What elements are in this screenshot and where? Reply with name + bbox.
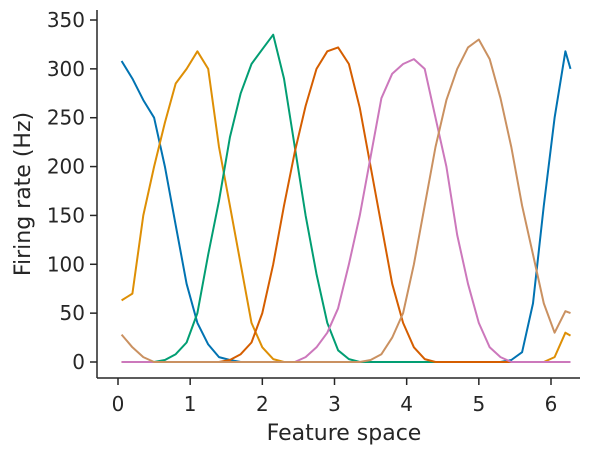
y-tick-label: 50 (60, 301, 85, 325)
y-tick-label: 150 (47, 203, 85, 227)
y-axis-ticks: 0 50 100 150 200 250 300 350 (47, 8, 97, 374)
y-tick-label: 200 (47, 155, 85, 179)
series-line-1 (120, 50, 572, 363)
series-line-5 (121, 58, 571, 363)
x-axis-label: Feature space (267, 421, 422, 446)
x-axis-ticks: 0 1 2 3 4 5 6 (112, 378, 558, 416)
x-tick-label: 4 (400, 392, 413, 416)
y-tick-label: 100 (47, 252, 85, 276)
series-layer (120, 33, 572, 363)
series-line-3 (121, 33, 571, 363)
y-tick-label: 250 (47, 106, 85, 130)
y-tick-label: 300 (47, 57, 85, 81)
y-tick-label: 350 (47, 8, 85, 32)
y-tick-label: 0 (72, 350, 85, 374)
y-axis-label: Firing rate (Hz) (11, 112, 36, 276)
x-tick-label: 0 (112, 392, 125, 416)
x-tick-label: 3 (328, 392, 341, 416)
series-line-6 (120, 38, 571, 363)
series-line-4 (121, 46, 571, 363)
x-tick-label: 2 (256, 392, 269, 416)
series-line-2 (121, 50, 571, 363)
x-tick-label: 1 (184, 392, 197, 416)
x-tick-label: 5 (472, 392, 485, 416)
x-tick-label: 6 (545, 392, 558, 416)
